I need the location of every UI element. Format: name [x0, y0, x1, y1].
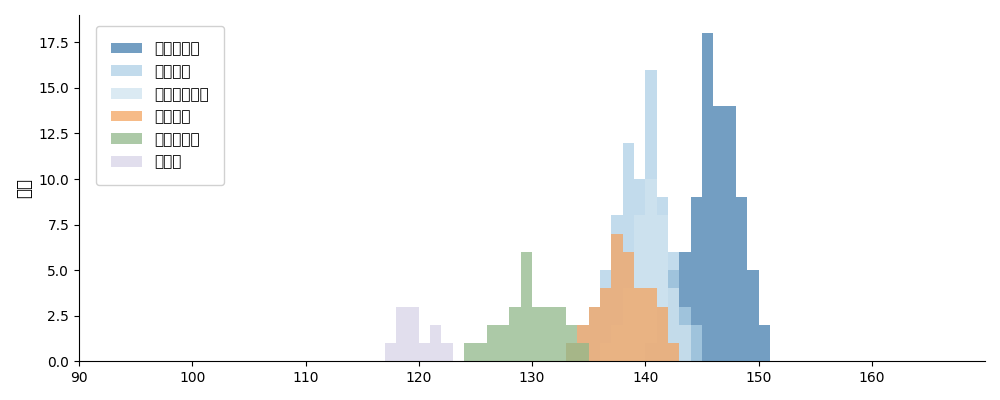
Bar [657, 307, 668, 361]
Bar [543, 307, 555, 361]
Bar [623, 142, 634, 361]
Bar [577, 343, 589, 361]
Bar [668, 252, 679, 361]
Bar [657, 216, 668, 361]
Bar [430, 325, 441, 361]
Bar [611, 216, 623, 361]
Bar [566, 325, 577, 361]
Bar [702, 33, 713, 361]
Bar [623, 288, 634, 361]
Bar [645, 70, 657, 361]
Bar [611, 234, 623, 361]
Bar [679, 307, 691, 361]
Bar [713, 106, 725, 361]
Bar [668, 288, 679, 361]
Bar [509, 307, 521, 361]
Bar [691, 197, 702, 361]
Bar [611, 325, 623, 361]
Bar [736, 197, 747, 361]
Bar [577, 325, 589, 361]
Bar [634, 179, 645, 361]
Bar [634, 216, 645, 361]
Legend: ストレート, シュート, カットボール, フォーク, スライダー, カーブ: ストレート, シュート, カットボール, フォーク, スライダー, カーブ [96, 26, 224, 185]
Bar [566, 343, 577, 361]
Bar [441, 343, 453, 361]
Bar [577, 325, 589, 361]
Bar [600, 343, 611, 361]
Bar [475, 343, 487, 361]
Bar [668, 270, 679, 361]
Bar [521, 252, 532, 361]
Bar [600, 270, 611, 361]
Bar [759, 325, 770, 361]
Bar [623, 252, 634, 361]
Bar [679, 325, 691, 361]
Bar [725, 106, 736, 361]
Bar [555, 307, 566, 361]
Bar [668, 343, 679, 361]
Bar [645, 288, 657, 361]
Bar [645, 343, 657, 361]
Bar [691, 325, 702, 361]
Bar [634, 288, 645, 361]
Bar [396, 307, 407, 361]
Bar [645, 179, 657, 361]
Bar [600, 288, 611, 361]
Bar [385, 343, 396, 361]
Bar [679, 252, 691, 361]
Bar [407, 307, 419, 361]
Bar [589, 307, 600, 361]
Bar [532, 307, 543, 361]
Bar [566, 343, 577, 361]
Bar [657, 307, 668, 361]
Bar [464, 343, 475, 361]
Bar [419, 343, 430, 361]
Bar [487, 325, 498, 361]
Bar [747, 270, 759, 361]
Bar [589, 307, 600, 361]
Bar [657, 197, 668, 361]
Bar [498, 325, 509, 361]
Y-axis label: 球数: 球数 [15, 178, 33, 198]
